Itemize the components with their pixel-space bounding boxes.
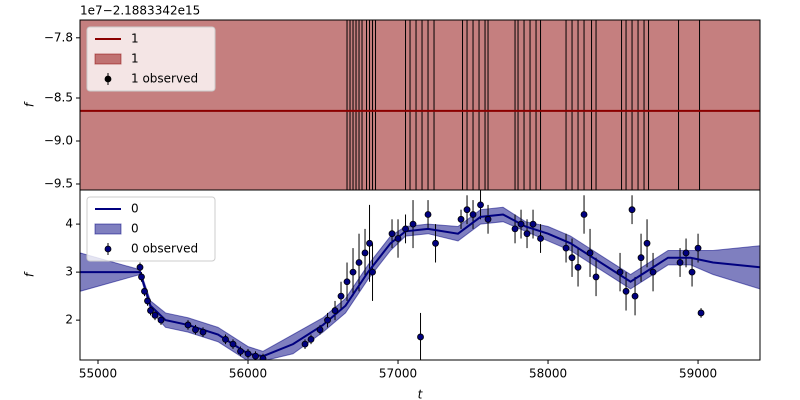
observed-point [694,244,702,252]
legend-label: 1 [131,52,139,66]
observed-point [574,263,582,271]
observed-point [136,263,144,271]
observed-point [676,259,684,266]
observed-point [622,287,630,295]
plot-area [80,190,760,360]
observed-point [432,239,439,247]
x-axis-label: t [418,388,424,400]
observed-point [457,215,465,223]
legend-box [86,26,216,92]
y-tick-label: 2 [65,313,73,327]
observed-point [568,254,576,262]
observed-point [141,287,148,295]
observed-point [192,326,199,334]
observed-point [388,230,396,238]
observed-point [252,352,259,360]
y-axis-label: f [23,101,37,107]
x-tick-label: 55000 [79,367,117,381]
observed-point [631,292,639,300]
y-tick-label: −7.8 [44,30,73,44]
legend-label: 1 [131,32,139,46]
legend-box [86,196,216,262]
legend-patch [94,53,122,65]
observed-point [361,249,369,257]
observed-point [316,326,324,334]
confidence-band [80,20,760,190]
observed-point [616,268,624,276]
observed-point [682,249,690,257]
observed-point [523,230,531,238]
observed-point [511,225,519,233]
y-tick-label: 4 [65,217,73,231]
observed-point [355,259,363,266]
y-tick-label: 3 [65,265,73,279]
x-tick-label: 59000 [679,367,717,381]
observed-point [222,335,229,343]
observed-point [463,206,471,214]
observed-point [324,316,331,324]
observed-point [637,254,645,262]
observed-point [199,328,207,336]
plot-area [80,20,760,190]
x-tick-label: 58000 [529,367,567,381]
observed-point [366,239,373,247]
observed-point [331,307,339,314]
legend-patch [94,223,122,235]
observed-point [562,244,570,252]
legend-label: 0 observed [131,242,198,256]
observed-point [307,335,315,343]
legend-marker [104,245,112,253]
legend-marker [104,75,112,83]
observed-point [369,268,376,276]
observed-point [529,220,537,228]
legend-label: 0 [131,222,139,236]
observed-point [244,350,252,358]
observed-point [147,307,154,314]
observed-point [586,249,594,257]
observed-point [417,333,424,341]
observed-point [484,215,492,223]
observed-point [649,268,657,276]
observed-point [144,297,151,305]
observed-point [424,211,432,218]
observed-point [138,273,145,281]
observed-point [580,211,588,218]
observed-point [343,278,351,286]
observed-point [237,347,244,355]
y-axis-label: f [23,271,37,277]
mean-line [80,213,760,358]
y-tick-label: −9.0 [44,133,73,147]
observed-point [537,235,544,242]
observed-point [394,235,402,242]
observed-point [688,268,696,276]
observed-point [697,309,705,317]
observed-point [157,316,165,324]
observed-point [628,206,636,214]
axes-frame [79,189,761,361]
observed-point [184,321,192,329]
y-tick-label: −8.5 [44,90,73,104]
observed-point [592,273,600,281]
legend-label: 0 [131,202,139,216]
legend-label: 1 observed [131,72,198,86]
observed-point [337,292,345,300]
observed-point [301,340,309,348]
observed-point [151,311,159,319]
observed-point [469,211,477,218]
observed-point [229,340,237,348]
observed-point [402,225,409,233]
observed-point [517,220,525,228]
x-tick-label: 56000 [229,367,267,381]
observed-point [349,268,357,276]
observed-point [477,201,484,209]
observed-point [409,220,417,228]
observed-point [259,355,267,360]
y-tick-label: −9.5 [44,176,73,190]
offset-text: 1e7−2.1883342e15 [80,4,200,18]
observed-point [643,239,651,247]
x-tick-label: 57000 [379,367,417,381]
